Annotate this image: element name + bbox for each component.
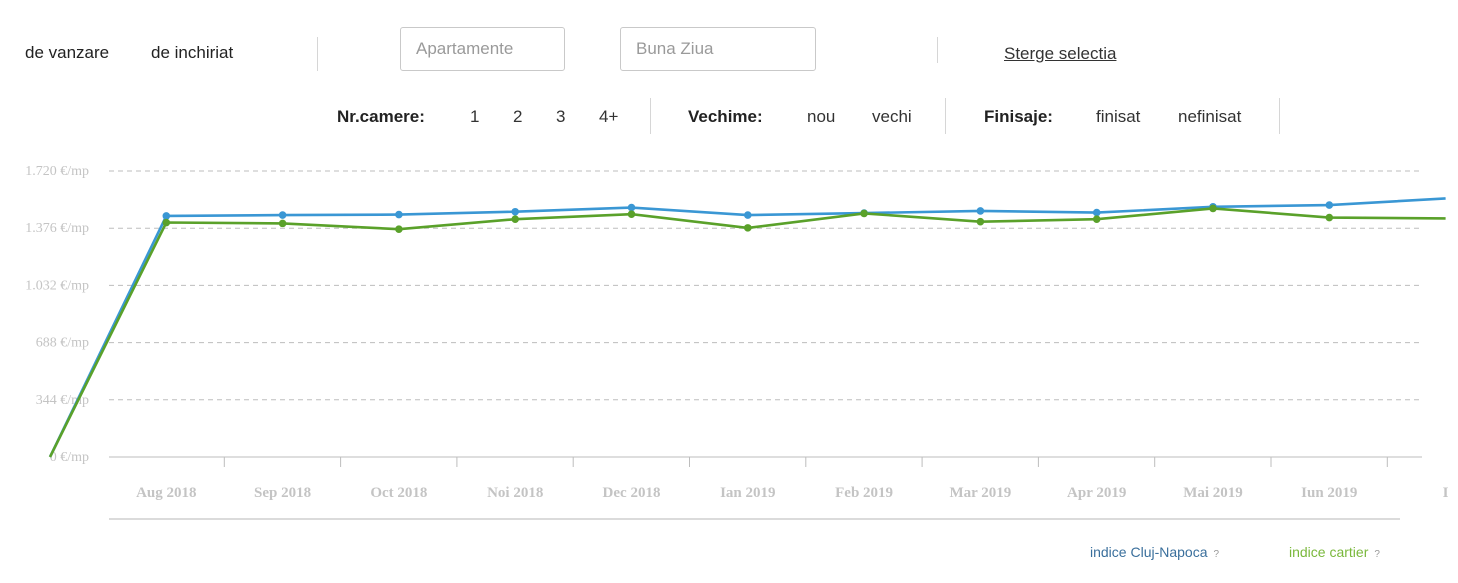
data-point-cartier xyxy=(1092,215,1101,224)
x-tick-label: Noi 2018 xyxy=(487,485,543,501)
series-line-cluj xyxy=(48,197,1446,458)
rooms-option-3[interactable]: 3 xyxy=(556,107,566,126)
legend-cluj-label: indice Cluj-Napoca xyxy=(1090,544,1208,560)
help-icon[interactable]: ? xyxy=(1374,549,1380,560)
data-point-cartier xyxy=(278,219,287,228)
rooms-filter-label: Nr.camere: xyxy=(337,107,425,126)
rooms-option-2[interactable]: 2 xyxy=(513,107,523,126)
x-tick-label: Mai 2019 xyxy=(1183,485,1243,501)
data-point-cluj xyxy=(744,211,752,219)
tab-de-vanzare[interactable]: de vanzare xyxy=(25,43,110,62)
data-point-cluj xyxy=(162,212,171,220)
x-tick-label: I xyxy=(1443,485,1449,501)
data-point-cartier xyxy=(395,225,403,233)
x-tick-label: Ian 2019 xyxy=(720,485,775,501)
tab-de-inchiriat[interactable]: de inchiriat xyxy=(151,43,234,62)
x-tick-label: Iun 2019 xyxy=(1301,485,1357,501)
legend-cartier-label: indice cartier xyxy=(1289,544,1369,560)
data-point-cartier xyxy=(162,218,171,227)
x-tick-label: Oct 2018 xyxy=(370,485,427,501)
age-filter-label: Vechime: xyxy=(688,107,763,126)
divider xyxy=(1279,98,1280,134)
data-point-cluj xyxy=(1325,201,1334,209)
data-point-cluj xyxy=(1092,208,1101,217)
data-point-cluj xyxy=(511,207,519,216)
x-tick-label: Mar 2019 xyxy=(950,485,1012,501)
age-option-vechi[interactable]: vechi xyxy=(872,107,912,126)
data-point-cartier xyxy=(627,210,636,219)
age-option-nou[interactable]: nou xyxy=(807,107,836,126)
legend-cartier[interactable]: indice cartier? xyxy=(1289,544,1380,560)
divider xyxy=(937,37,938,63)
data-point-cartier xyxy=(744,224,752,232)
data-point-cluj xyxy=(395,210,403,219)
data-point-cluj xyxy=(627,203,636,212)
data-point-cartier xyxy=(976,217,985,226)
x-tick-label: Dec 2018 xyxy=(603,485,661,501)
divider xyxy=(945,98,946,134)
neighborhood-input[interactable] xyxy=(620,27,816,71)
finish-option-nefinisat[interactable]: nefinisat xyxy=(1178,107,1242,126)
x-tick-label: Feb 2019 xyxy=(835,485,893,501)
help-icon[interactable]: ? xyxy=(1213,549,1220,560)
y-tick-label: 0 €/mp xyxy=(50,450,89,465)
finish-filter-label: Finisaje: xyxy=(984,107,1053,126)
y-tick-label: 688 €/mp xyxy=(36,336,89,351)
rooms-option-1[interactable]: 1 xyxy=(470,107,480,126)
data-point-cartier xyxy=(1325,213,1334,222)
data-point-cluj xyxy=(278,211,287,219)
data-point-cartier xyxy=(1209,204,1217,213)
property-type-input[interactable] xyxy=(400,27,565,71)
legend-cluj-napoca[interactable]: indice Cluj-Napoca? xyxy=(1090,544,1219,560)
x-tick-label: Aug 2018 xyxy=(136,485,196,501)
divider xyxy=(650,98,651,134)
x-tick-label: Apr 2019 xyxy=(1067,485,1126,501)
y-tick-label: 1.720 €/mp xyxy=(25,164,89,179)
data-point-cluj xyxy=(976,207,985,215)
y-tick-label: 1.032 €/mp xyxy=(25,278,89,293)
rooms-option-4-plus[interactable]: 4+ xyxy=(599,107,619,126)
series-line-cartier xyxy=(48,207,1446,458)
finish-option-finisat[interactable]: finisat xyxy=(1096,107,1141,126)
data-point-cartier xyxy=(860,209,868,218)
clear-selection-link[interactable]: Sterge selectia xyxy=(1004,44,1117,63)
y-tick-label: 1.376 €/mp xyxy=(25,221,89,236)
divider xyxy=(317,37,318,71)
x-tick-label: Sep 2018 xyxy=(254,485,311,501)
data-point-cartier xyxy=(511,215,519,224)
